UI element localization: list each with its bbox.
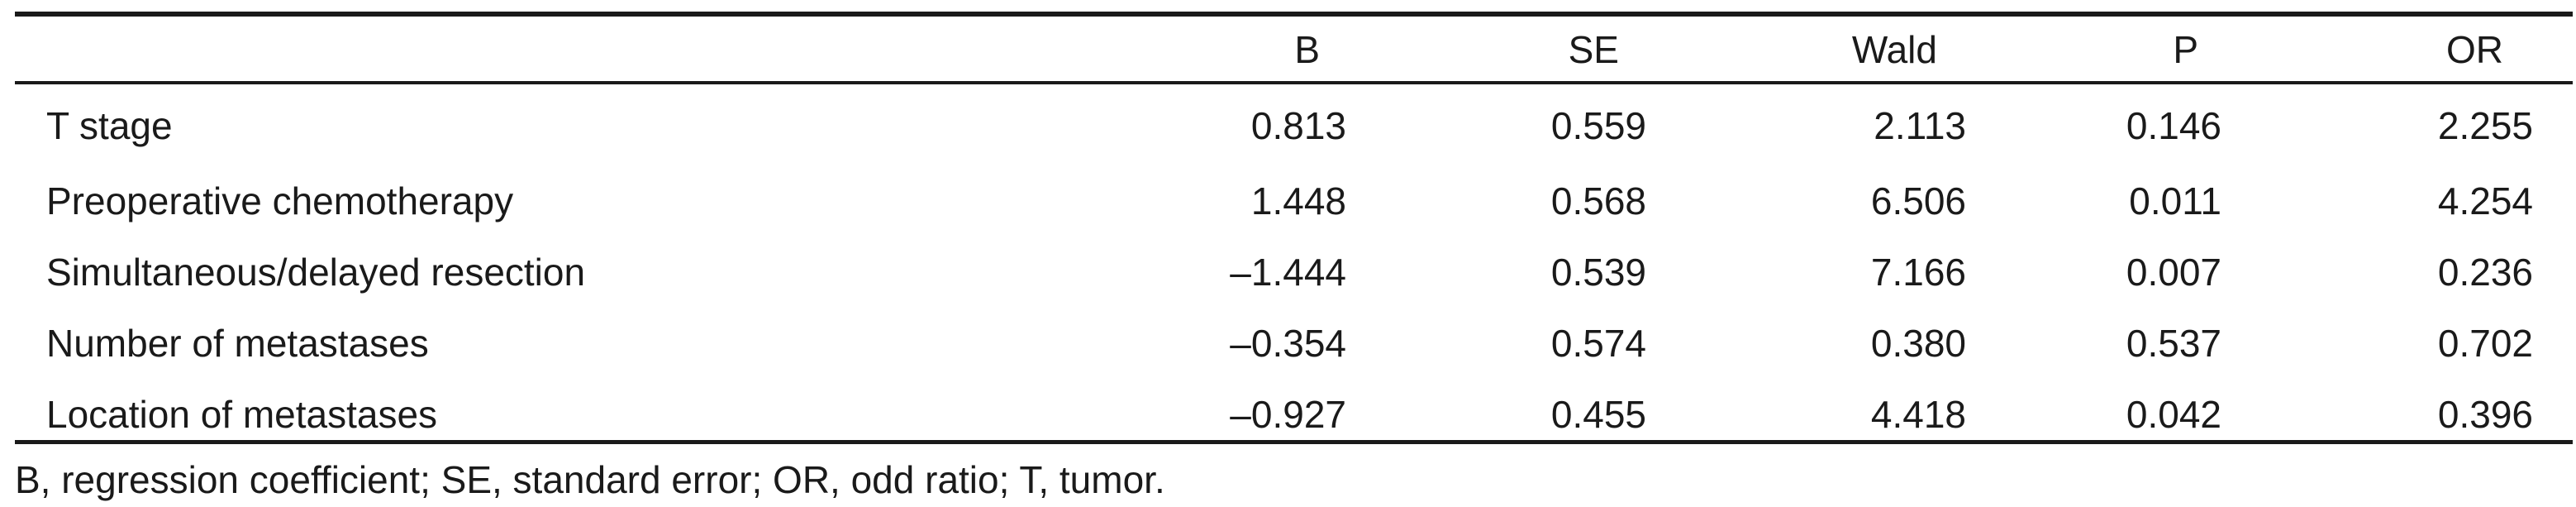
cell-wald: 6.506 <box>1870 179 1966 222</box>
header-wald: Wald <box>1851 28 1937 71</box>
row-label: Location of metastases <box>46 393 438 436</box>
cell-wald: 2.113 <box>1874 104 1966 147</box>
table-row: Preoperative chemotherapy 1.448 0.568 6.… <box>15 165 2573 237</box>
header-label-cell <box>15 17 1089 83</box>
cell-b: –1.444 <box>1230 251 1346 294</box>
cell-p: 0.537 <box>2126 322 2221 365</box>
cell-p: 0.007 <box>2126 251 2221 294</box>
cell-wald: 7.166 <box>1870 251 1966 294</box>
cell-or: 2.255 <box>2437 104 2533 147</box>
table-top-rule <box>15 12 2573 17</box>
header-or: OR <box>2446 28 2503 71</box>
cell-or: 4.254 <box>2437 179 2533 222</box>
cell-b: –0.927 <box>1230 393 1346 436</box>
cell-or: 0.236 <box>2437 251 2533 294</box>
cell-b: 0.813 <box>1250 104 1346 147</box>
cell-b: 1.448 <box>1250 179 1346 222</box>
header-row: B SE Wald P OR <box>15 17 2573 83</box>
row-label: Simultaneous/delayed resection <box>46 251 586 294</box>
cell-se: 0.574 <box>1550 322 1646 365</box>
cell-wald: 0.380 <box>1870 322 1966 365</box>
cell-b: –0.354 <box>1230 322 1346 365</box>
cell-wald: 4.418 <box>1870 393 1966 436</box>
cell-p: 0.146 <box>2126 104 2221 147</box>
table-row: Simultaneous/delayed resection –1.444 0.… <box>15 237 2573 308</box>
cell-p: 0.042 <box>2126 393 2221 436</box>
header-b: B <box>1294 28 1320 71</box>
cell-or: 0.702 <box>2437 322 2533 365</box>
table-header-rule <box>15 81 2573 84</box>
row-label: Preoperative chemotherapy <box>46 179 514 222</box>
table-row: Location of metastases –0.927 0.455 4.41… <box>15 379 2573 450</box>
cell-se: 0.455 <box>1550 393 1646 436</box>
table-footnote: B, regression coefficient; SE, standard … <box>15 458 1165 501</box>
cell-se: 0.568 <box>1550 179 1646 222</box>
cell-or: 0.396 <box>2437 393 2533 436</box>
cell-p: 0.011 <box>2129 179 2221 222</box>
row-label: T stage <box>46 104 173 147</box>
cell-se: 0.559 <box>1550 104 1646 147</box>
table-bottom-rule <box>15 440 2573 444</box>
table-body: T stage 0.813 0.559 2.113 0.146 2.255 Pr… <box>15 83 2573 450</box>
header-p: P <box>2173 28 2198 71</box>
row-label: Number of metastases <box>46 322 429 365</box>
header-se: SE <box>1568 28 1619 71</box>
table-row: Number of metastases –0.354 0.574 0.380 … <box>15 308 2573 379</box>
table-row: T stage 0.813 0.559 2.113 0.146 2.255 <box>15 83 2573 165</box>
cell-se: 0.539 <box>1550 251 1646 294</box>
table-header: B SE Wald P OR <box>15 17 2573 83</box>
regression-table: B SE Wald P OR T stage 0.813 0.559 2.113… <box>15 17 2573 450</box>
